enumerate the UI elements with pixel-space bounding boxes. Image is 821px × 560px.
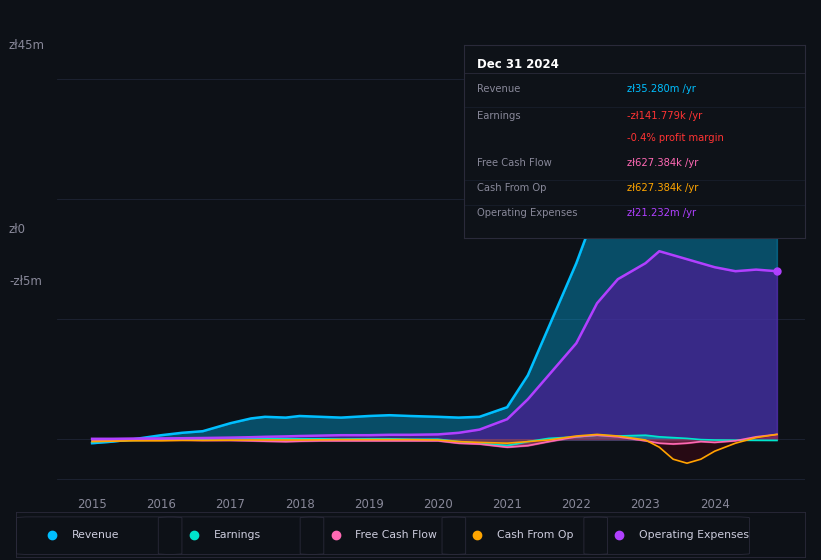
Text: Earnings: Earnings [478,111,521,122]
Text: Operating Expenses: Operating Expenses [478,208,578,218]
Text: Earnings: Earnings [213,530,260,540]
Text: Operating Expenses: Operating Expenses [639,530,749,540]
Text: zł627.384k /yr: zł627.384k /yr [627,158,699,167]
Text: Cash From Op: Cash From Op [498,530,574,540]
Text: -zł5m: -zł5m [9,274,42,288]
Text: zł35.280m /yr: zł35.280m /yr [627,84,696,94]
Text: Free Cash Flow: Free Cash Flow [355,530,438,540]
Text: zł0: zł0 [9,223,26,236]
Text: zł45m: zł45m [9,39,45,52]
Text: Revenue: Revenue [71,530,119,540]
Text: Revenue: Revenue [478,84,521,94]
Text: Dec 31 2024: Dec 31 2024 [478,58,559,71]
Text: zł627.384k /yr: zł627.384k /yr [627,183,699,193]
Text: Free Cash Flow: Free Cash Flow [478,158,553,167]
Text: Cash From Op: Cash From Op [478,183,547,193]
Text: -zł141.779k /yr: -zł141.779k /yr [627,111,703,122]
Text: -0.4% profit margin: -0.4% profit margin [627,133,724,143]
Text: zł21.232m /yr: zł21.232m /yr [627,208,696,218]
